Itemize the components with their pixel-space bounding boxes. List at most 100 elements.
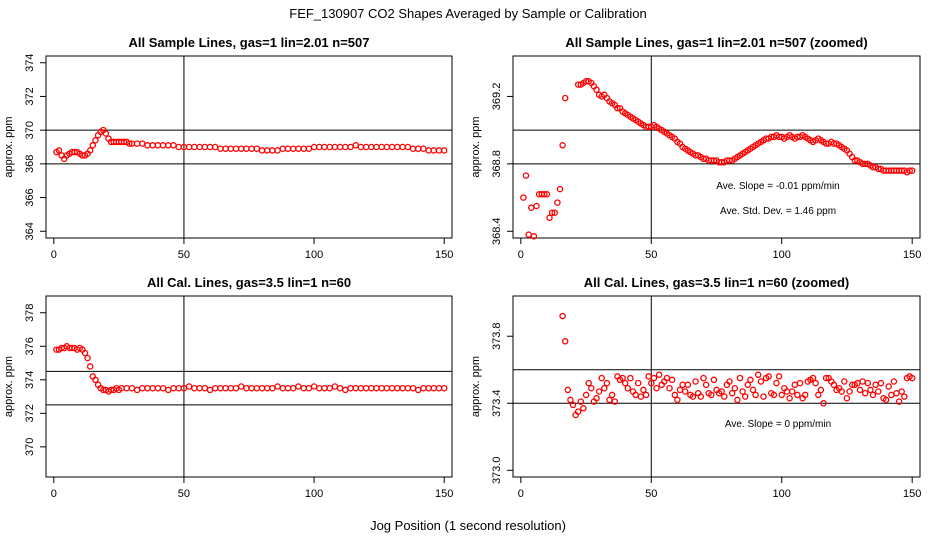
panel-4-points	[559, 312, 916, 419]
panel-4-title: All Cal. Lines, gas=3.5 lin=1 n=60 (zoom…	[584, 275, 850, 290]
panel-1-point	[279, 145, 287, 152]
panel-2-point	[520, 194, 527, 201]
panel-1-point	[388, 143, 396, 151]
panel-2-annotation-1: Ave. Slope = -0.01 ppm/min	[716, 181, 840, 192]
panel-4-point	[598, 374, 605, 382]
panel-4-point	[760, 393, 767, 400]
panel-1-point	[86, 147, 94, 154]
panel-3-point	[86, 363, 94, 370]
figure-title: FEF_130907 CO2 Shapes Averaged by Sample…	[289, 6, 646, 21]
panel-1-point	[274, 147, 281, 154]
panel-4-point	[864, 379, 872, 387]
panel-1-point	[321, 143, 328, 151]
panel-3-point	[232, 384, 240, 392]
panel-2-ytick-label-1: 368.4	[491, 217, 503, 245]
panel-4-point	[666, 384, 673, 392]
panel-3-point	[440, 384, 448, 392]
panel-3-ytick-label-1: 370	[24, 438, 36, 456]
panel-4-point	[674, 396, 681, 404]
panel-4-point	[684, 381, 692, 389]
panel-1-point	[144, 142, 151, 149]
panel-4-point	[585, 379, 592, 387]
panel-4-point	[624, 384, 632, 392]
panel-1-point	[201, 143, 209, 151]
panel-3-point	[336, 384, 344, 392]
panel-1-point	[347, 143, 354, 151]
panel-4-point	[757, 378, 765, 385]
panel-3-point	[222, 384, 229, 392]
panel-1-point	[336, 143, 344, 151]
panel-3-point	[430, 384, 438, 392]
panel-3-point	[357, 384, 365, 392]
panel-1-point	[295, 145, 302, 152]
panel-2-point	[525, 231, 532, 238]
panel-1-title: All Sample Lines, gas=1 lin=2.01 n=507	[129, 35, 370, 50]
panel-4-point	[744, 381, 752, 389]
panel-4-point	[634, 379, 642, 387]
panel-4-y-axis-label: approx. ppm	[470, 356, 482, 417]
panel-3-point	[191, 384, 198, 392]
panel-1-xtick-label-4: 150	[435, 249, 453, 261]
panel-3-point	[253, 384, 261, 392]
panel-4-point	[812, 379, 819, 387]
panel-1-point	[89, 142, 97, 149]
panel-3-point	[159, 384, 167, 392]
panel-1-point	[425, 147, 432, 154]
panel-4-point	[676, 386, 684, 394]
panel-1-frame	[45, 55, 453, 239]
panel-3-point	[269, 384, 276, 392]
panel-4-point	[736, 374, 744, 382]
panel-3-point	[316, 384, 323, 392]
panel-3-point	[331, 383, 339, 390]
panel-4-xtick-label-4: 150	[903, 488, 921, 500]
panel-4-point	[569, 401, 577, 409]
panel-4-point	[611, 398, 619, 405]
panel-4-point	[580, 405, 587, 412]
panel-4-ytick-label-1: 373.0	[491, 457, 503, 485]
panel-3-point	[321, 384, 328, 392]
panel-1-point	[126, 140, 133, 147]
panel-3-point	[248, 384, 255, 392]
panel-3-point	[154, 384, 162, 392]
panel-3-point	[378, 384, 385, 392]
panel-4-point	[603, 379, 611, 387]
panel-1-point	[227, 145, 235, 152]
panel-2-point	[614, 104, 621, 112]
panel-4-point	[786, 394, 793, 402]
panel-2-annotation-2: Ave. Std. Dev. = 1.46 ppm	[720, 206, 836, 217]
panel-4-point	[809, 374, 817, 382]
panel-1-point	[217, 145, 224, 152]
panel-1-point	[55, 147, 63, 154]
panel-3-point	[139, 384, 146, 392]
panel-3-ytick-label-5: 378	[24, 304, 36, 322]
panel-3-point	[263, 384, 271, 392]
panel-3-point	[368, 384, 375, 392]
panel-3-point	[409, 384, 417, 392]
panel-4-point	[788, 388, 796, 395]
panel-2-ytick-label-2: 368.8	[491, 150, 503, 178]
panel-4-point	[645, 373, 652, 380]
panel-4-point	[778, 391, 785, 399]
panel-3-point	[175, 384, 182, 392]
panel-1-point	[258, 147, 266, 154]
panels-group: All Sample Lines, gas=1 lin=2.01 n=507 0 5…	[3, 35, 921, 500]
panel-1-point	[191, 143, 198, 151]
panel-4-point	[577, 398, 585, 405]
panel-3-ytick-label-4: 376	[24, 337, 36, 355]
panel-1-point	[399, 143, 406, 151]
panel-3-xtick-label-1: 0	[51, 488, 57, 500]
panel-1-point	[310, 143, 318, 151]
panel-3-y-axis-label: approx. ppm	[3, 356, 15, 417]
panel-1-point	[154, 142, 162, 149]
panel-3-point	[284, 384, 292, 392]
panel-4-point	[734, 396, 741, 404]
panel-1-point	[237, 145, 245, 152]
panel-2-frame	[512, 55, 921, 239]
panel-4-point	[765, 373, 772, 380]
panel-2-title: All Sample Lines, gas=1 lin=2.01 n=507 (…	[565, 35, 867, 50]
panel-4-point	[830, 381, 838, 389]
panel-3-point	[289, 384, 297, 392]
panel-3-xtick-label-3: 100	[305, 488, 323, 500]
panel-3-point	[84, 354, 91, 362]
